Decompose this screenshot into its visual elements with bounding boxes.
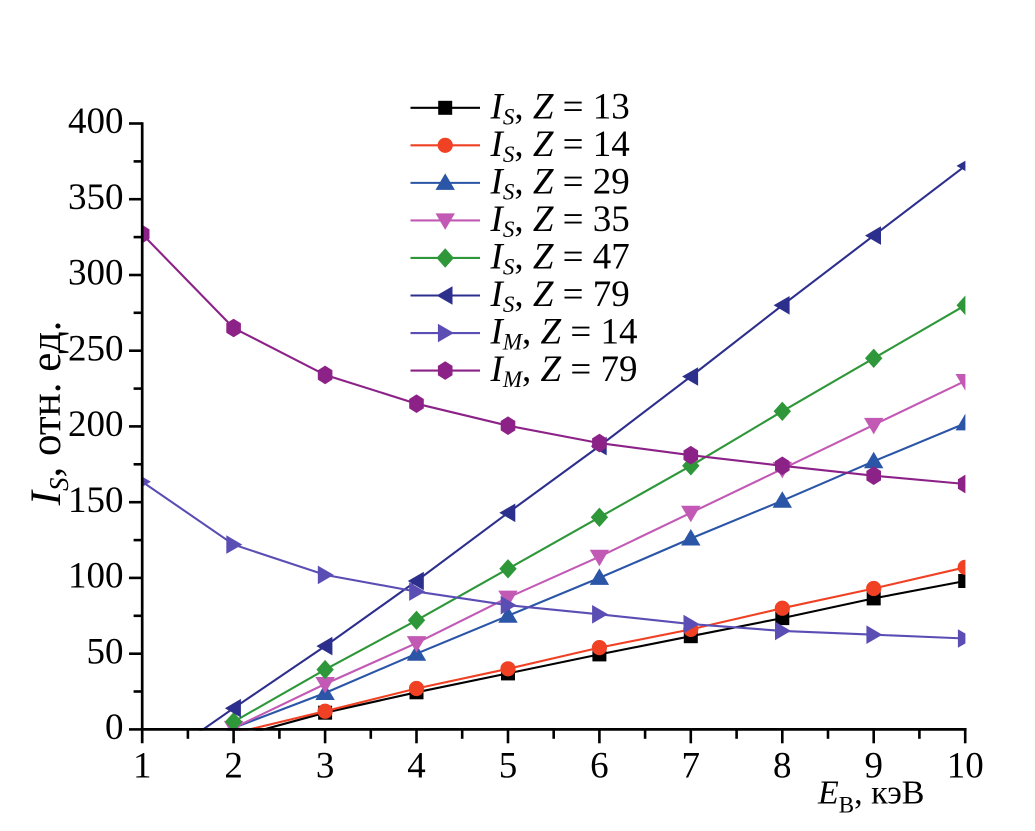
svg-text:9: 9: [864, 746, 883, 787]
svg-text:2: 2: [224, 746, 243, 787]
svg-text:IS, отн. ед.: IS, отн. ед.: [23, 321, 74, 507]
svg-text:3: 3: [316, 746, 335, 787]
svg-text:4: 4: [407, 746, 426, 787]
svg-text:10: 10: [947, 746, 984, 787]
svg-text:0: 0: [105, 707, 124, 748]
svg-text:7: 7: [682, 746, 701, 787]
svg-text:400: 400: [68, 101, 124, 142]
svg-text:IS, Z = 14: IS, Z = 14: [490, 124, 630, 167]
svg-text:IS, Z = 29: IS, Z = 29: [490, 162, 630, 205]
svg-text:1: 1: [133, 746, 152, 787]
svg-text:5: 5: [499, 746, 518, 787]
svg-text:100: 100: [68, 556, 124, 597]
svg-text:IS, Z = 47: IS, Z = 47: [490, 237, 630, 280]
svg-text:IS, Z = 35: IS, Z = 35: [490, 199, 630, 242]
svg-text:EВ, кэВ: EВ, кэВ: [817, 775, 924, 818]
svg-text:350: 350: [68, 177, 124, 218]
svg-text:200: 200: [68, 404, 124, 445]
svg-text:8: 8: [773, 746, 792, 787]
svg-text:IM, Z = 79: IM, Z = 79: [490, 349, 638, 392]
svg-text:150: 150: [68, 480, 124, 521]
svg-text:6: 6: [590, 746, 609, 787]
svg-text:IS, Z = 79: IS, Z = 79: [490, 274, 630, 317]
svg-text:250: 250: [68, 328, 124, 369]
svg-text:300: 300: [68, 253, 124, 294]
svg-text:IS, Z = 13: IS, Z = 13: [490, 86, 630, 129]
svg-text:IM, Z = 14: IM, Z = 14: [490, 312, 638, 355]
svg-text:50: 50: [87, 631, 124, 672]
